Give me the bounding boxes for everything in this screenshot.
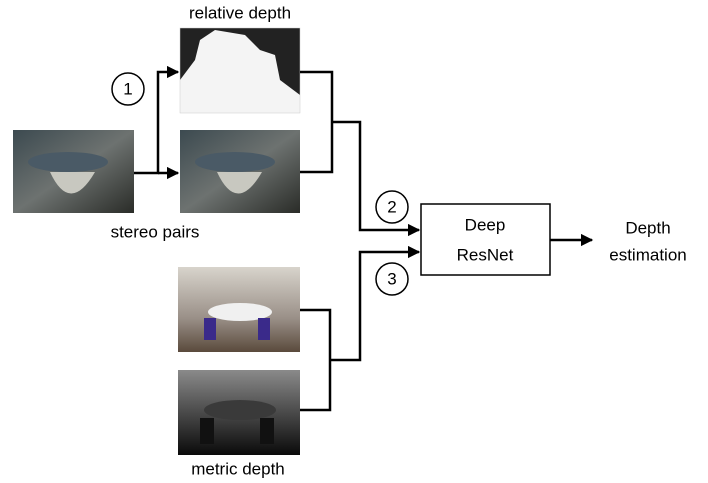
stereo-left-image [13, 130, 134, 213]
network-label: ResNet [457, 245, 514, 264]
output-label: Depth [625, 218, 670, 237]
step-label: 3 [387, 269, 396, 288]
diagram: 1 2 3 Deep ResNet relative depth stereo … [0, 0, 708, 483]
metric-depth-image [178, 370, 300, 455]
relative-depth-image [180, 28, 300, 113]
network-label: Deep [465, 215, 506, 234]
step-label: 2 [387, 197, 396, 216]
input-label: stereo pairs [111, 222, 200, 241]
page: 1 2 3 Deep ResNet relative depth stereo … [0, 0, 708, 483]
stereo-right-image [180, 130, 300, 213]
metric-rgb-image [178, 267, 300, 352]
input-label: relative depth [189, 3, 291, 22]
output-label: estimation [609, 245, 686, 264]
input-label: metric depth [191, 459, 285, 478]
step-label: 1 [123, 79, 132, 98]
